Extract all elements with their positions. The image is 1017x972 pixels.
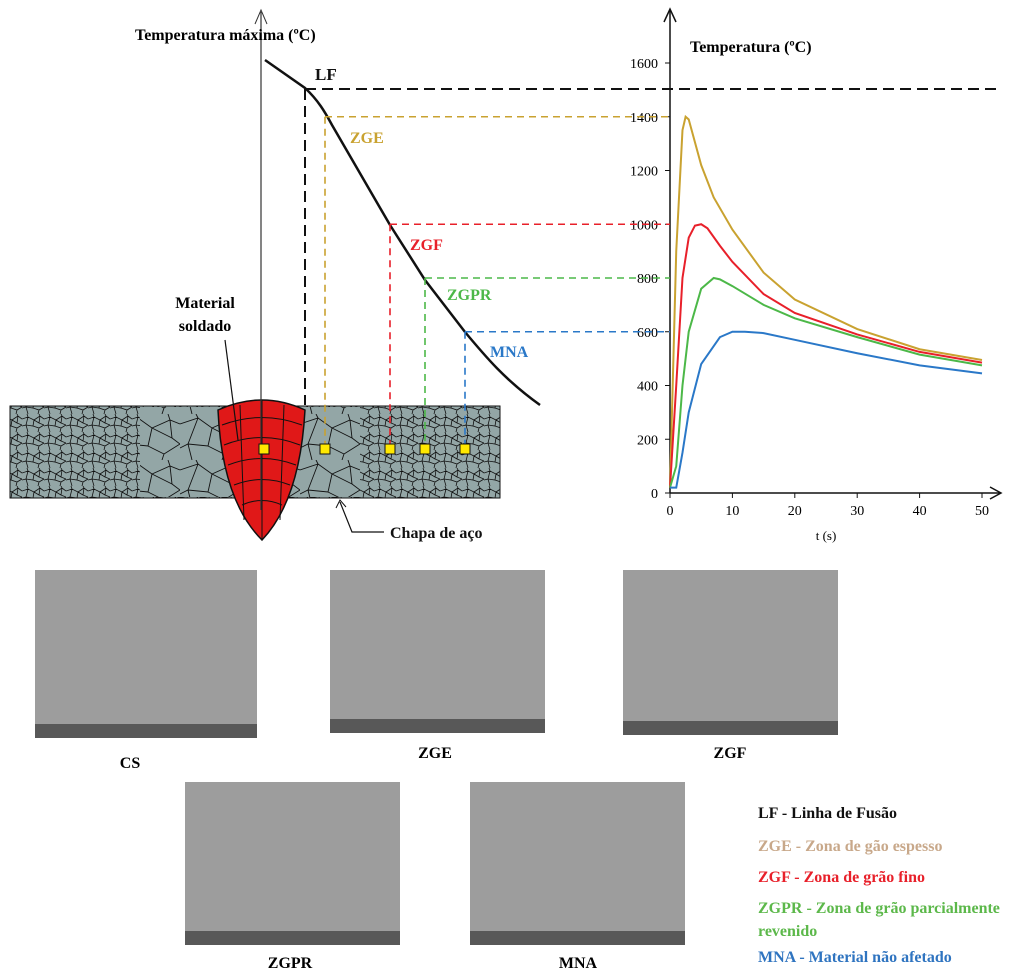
y-tick-label: 600 (637, 326, 658, 341)
sample-point (459, 443, 471, 455)
zone-dashed-line (464, 330, 670, 444)
lf-dashed-line (304, 88, 1000, 405)
x-axis-arrow (989, 486, 1003, 500)
micrograph-footer (185, 931, 400, 945)
zone-label: MNA (490, 344, 529, 361)
series-line (669, 114, 983, 488)
micrograph-texture (35, 570, 257, 738)
x-tick-label: 50 (975, 504, 989, 519)
sample-point (258, 443, 270, 455)
y-tick-label: 1000 (630, 218, 658, 233)
legend-entry: ZGF - Zona de grão fino (758, 869, 925, 886)
leader-line (224, 339, 239, 441)
y-tick-label: 400 (637, 380, 658, 395)
x-tick-label: 0 (667, 504, 674, 519)
micrograph-texture (330, 570, 545, 733)
legend-entry: LF - Linha de Fusão (758, 805, 897, 822)
zone-label: ZGF (410, 237, 443, 254)
sample-point (319, 443, 331, 455)
y-tick-label: 0 (651, 487, 658, 502)
sample-point (419, 443, 431, 455)
y-tick-label: 1400 (630, 111, 658, 126)
y-tick-label: 800 (637, 272, 658, 287)
micrograph-footer (330, 719, 545, 733)
weld-label: Material soldado (175, 295, 235, 335)
lf-label: LF (315, 65, 337, 84)
legend-entry: MNA - Material não afetado (758, 949, 952, 966)
micrograph-label: CS (120, 755, 141, 772)
x-tick-label: 40 (913, 504, 927, 519)
y-axis-arrow (663, 7, 677, 23)
y-tick-label: 200 (637, 433, 658, 448)
x-tick-label: 20 (788, 504, 802, 519)
y-tick-label: 1600 (630, 57, 658, 72)
legend-entry: ZGPR - Zona de grão parcialmente revenid… (758, 900, 1000, 940)
zone-dashed-line (324, 115, 670, 444)
zone-dashed-line (389, 223, 670, 444)
leader-arrow (335, 499, 347, 509)
y-axis-title: Temperatura (ºC) (690, 39, 812, 56)
series-line (670, 330, 983, 489)
zone-label: ZGPR (447, 287, 492, 304)
micrograph-footer (623, 721, 838, 735)
micrograph-texture (470, 782, 685, 945)
micrograph-texture (623, 570, 838, 735)
micrograph-label: ZGF (714, 745, 747, 762)
micrograph-label: ZGPR (268, 955, 313, 972)
sample-point (384, 443, 396, 455)
x-axis-title: t (s) (816, 528, 837, 543)
micrograph-label: MNA (559, 955, 598, 972)
leader-line (339, 501, 384, 533)
plate-label: Chapa de aço (390, 525, 482, 542)
weld-passes (221, 400, 303, 540)
y-tick-label: 1200 (630, 165, 658, 180)
axis-arrow (254, 8, 268, 25)
series-line (669, 276, 983, 488)
zone-dashed-line (424, 277, 670, 444)
axis-label: Temperatura máxima (ºC) (135, 27, 316, 44)
micrograph-label: ZGE (418, 745, 452, 762)
series-line (669, 223, 983, 488)
micrograph-footer (35, 724, 257, 738)
zone-label: ZGE (350, 130, 384, 147)
micrograph-footer (470, 931, 685, 945)
temperature-profile (264, 58, 541, 407)
micrograph-texture (185, 782, 400, 945)
x-tick-label: 10 (725, 504, 739, 519)
x-tick-label: 30 (850, 504, 864, 519)
legend-entry: ZGE - Zona de gão espesso (758, 838, 943, 855)
